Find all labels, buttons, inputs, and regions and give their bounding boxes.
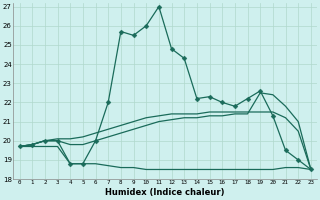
X-axis label: Humidex (Indice chaleur): Humidex (Indice chaleur) (106, 188, 225, 197)
